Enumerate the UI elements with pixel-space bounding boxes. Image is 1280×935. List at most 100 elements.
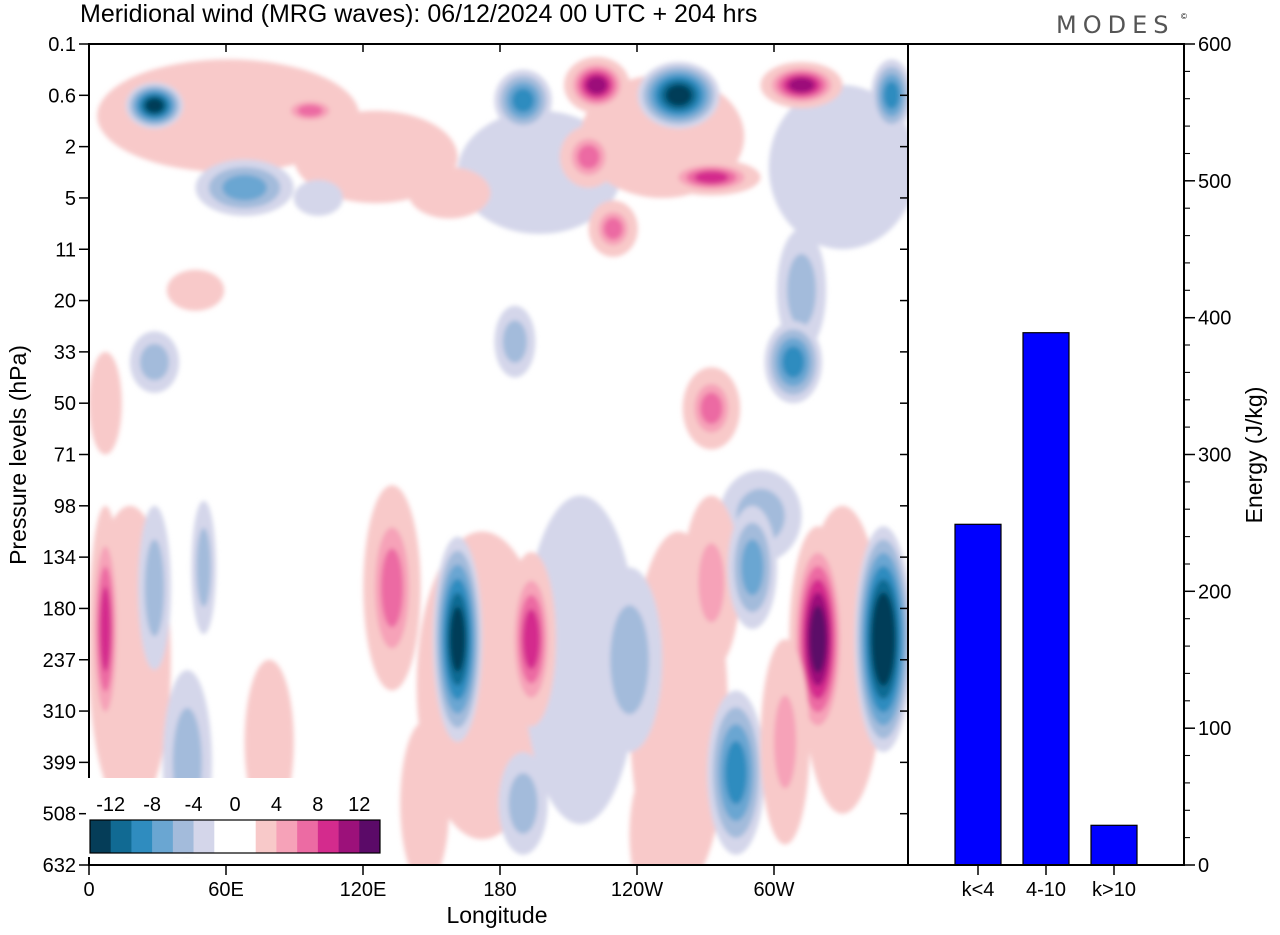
contour-level: [145, 98, 164, 113]
category-label: 4-10: [1026, 879, 1066, 901]
longitude-tick-label: 120E: [340, 879, 387, 901]
contour-feature: [195, 159, 294, 216]
pressure-tick-label: 310: [43, 701, 76, 723]
contour-feature: [363, 485, 421, 691]
energy-tick-label: 100: [1198, 718, 1231, 740]
contour-level: [381, 548, 403, 628]
contour-level: [809, 605, 827, 673]
contour-level: [665, 84, 692, 106]
contour-feature: [854, 526, 908, 753]
heatmap-plot-area: [89, 44, 908, 865]
contour-level: [787, 253, 816, 327]
longitude-tick-label: 60W: [753, 879, 794, 901]
energy-axis: 0 100 200 300 400 500 600: [1184, 34, 1231, 877]
colorbar-swatch: [90, 820, 112, 853]
contour-level: [408, 167, 491, 219]
contour-level: [178, 278, 213, 303]
contour-level: [297, 104, 323, 117]
contour-halo: [768, 85, 908, 250]
contour-level: [523, 495, 638, 824]
colorbar-swatch: [193, 820, 215, 853]
contour-level: [603, 217, 623, 240]
contour-level: [586, 76, 608, 94]
colorbar-swatch: [235, 820, 257, 853]
modes-logo-mark: ©: [1181, 12, 1187, 21]
colorbar-swatch: [152, 820, 174, 853]
contour-level: [99, 586, 111, 672]
y-axis-label: Pressure levels (hPa): [5, 345, 31, 565]
contour-level: [883, 81, 900, 110]
contour-level: [522, 609, 540, 670]
contour-feature: [629, 762, 679, 865]
contour-level: [353, 151, 382, 173]
colorbar-label: 0: [229, 794, 240, 816]
contour-feature: [764, 321, 822, 404]
longitude-axis: 0 60E 120E 180 120W 60W: [83, 44, 795, 901]
colorbar-swatch: [110, 820, 132, 853]
contour-feature: [596, 567, 663, 753]
contour-feature: [89, 351, 122, 455]
contour-level: [293, 179, 343, 216]
pressure-tick-label: 98: [54, 496, 76, 518]
chart-title: Meridional wind (MRG waves): 06/12/2024 …: [80, 0, 757, 28]
contour-level: [610, 605, 649, 715]
pressure-tick-label: 2: [65, 137, 76, 159]
colorbar-swatch: [359, 820, 381, 853]
longitude-tick-label: 0: [83, 879, 94, 901]
colorbar-label: -12: [96, 794, 125, 816]
colorbar-label: -4: [185, 794, 203, 816]
contour-level: [512, 88, 535, 113]
pressure-tick-label: 0.6: [48, 85, 76, 107]
energy-bar: [954, 523, 1002, 866]
colorbar-swatch: [338, 820, 360, 853]
energy-tick-label: 600: [1198, 34, 1231, 56]
x-axis-label: Longitude: [446, 902, 547, 928]
longitude-tick-label: 120W: [611, 879, 663, 901]
contour-feature: [588, 200, 638, 257]
contour-feature: [498, 752, 548, 855]
colorbar-swatch: [255, 820, 277, 853]
contour-feature: [682, 495, 741, 670]
contour-level: [410, 755, 440, 852]
energy-bar: [1090, 824, 1138, 866]
contour-level: [768, 85, 908, 250]
colorbar-label: 4: [271, 794, 282, 816]
contour-feature: [564, 56, 630, 114]
pressure-tick-label: 20: [54, 291, 76, 313]
contour-feature: [293, 179, 343, 216]
colorbar-swatch: [276, 820, 298, 853]
contour-halo: [523, 495, 638, 824]
colorbar-label: 12: [348, 794, 370, 816]
colorbar-swatch: [131, 820, 153, 853]
energy-tick-label: 500: [1198, 171, 1231, 193]
energy-tick-label: 400: [1198, 308, 1231, 330]
colorbar-swatch: [317, 820, 339, 853]
contour-level: [222, 174, 267, 201]
contour-level: [874, 605, 892, 673]
pressure-axis: 0.1 0.6 2 5 11 20 33 50 71 98 134 180 237 310 399 508 63…: [43, 34, 908, 877]
contour-feature: [277, 95, 343, 127]
contour-level: [788, 77, 815, 93]
pressure-tick-label: 237: [43, 650, 76, 672]
contour-level: [639, 791, 669, 865]
contour-level: [508, 773, 538, 834]
pressure-tick-label: 508: [43, 804, 76, 826]
contour-level: [725, 741, 747, 805]
modes-logo-text: MODES: [1056, 11, 1174, 39]
contour-level: [140, 343, 169, 381]
modes-logo: MODES ©: [1056, 11, 1187, 39]
pressure-tick-label: 180: [43, 598, 76, 620]
contour-feature: [559, 126, 618, 188]
pressure-tick-label: 33: [54, 342, 76, 364]
energy-tick-label: 200: [1198, 581, 1231, 603]
contour-feature: [191, 500, 216, 635]
contour-feature: [682, 367, 741, 450]
contour-level: [700, 392, 723, 425]
pressure-tick-label: 0.1: [48, 34, 76, 56]
contour-feature: [760, 639, 810, 845]
contour-feature: [400, 721, 450, 865]
contour-feature: [707, 690, 765, 855]
contour-feature: [166, 269, 225, 311]
contour-feature: [776, 228, 827, 352]
